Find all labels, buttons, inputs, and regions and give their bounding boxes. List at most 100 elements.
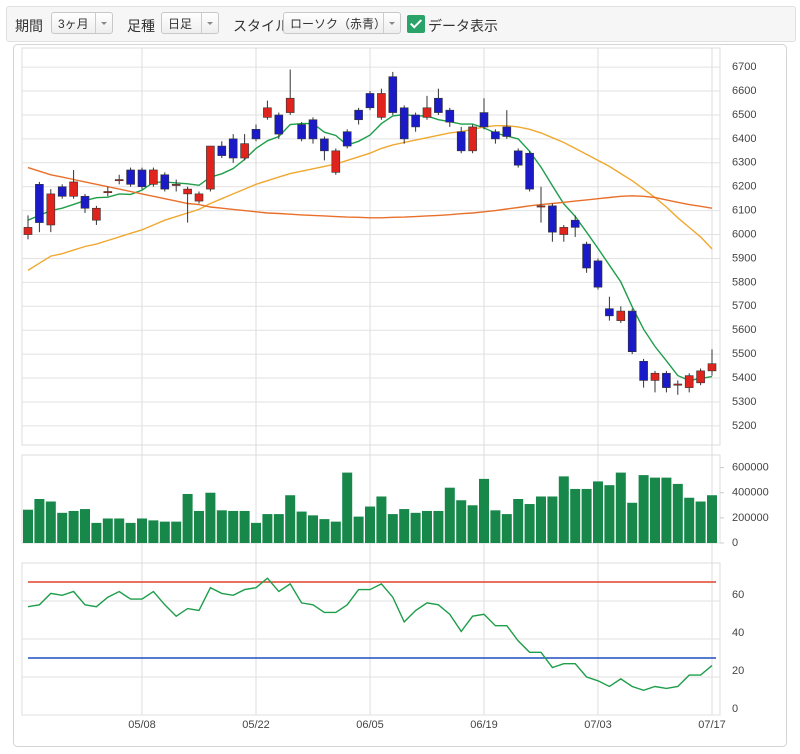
volume-bar xyxy=(239,510,250,543)
x-tick-label: 05/22 xyxy=(242,719,270,731)
candle-body xyxy=(342,131,352,147)
volume-bar xyxy=(467,505,478,543)
y-tick-label: 5800 xyxy=(732,276,756,288)
volume-bar xyxy=(57,512,68,543)
volume-bar xyxy=(376,496,387,543)
candle-body xyxy=(251,129,261,140)
moving-average-line xyxy=(27,125,713,271)
candle-body xyxy=(274,114,284,135)
y-tick-label: 5500 xyxy=(732,348,756,360)
volume-bar xyxy=(456,500,467,543)
candle-body xyxy=(616,310,626,321)
candle-body xyxy=(183,188,192,195)
candle-body xyxy=(627,310,637,353)
candle-body xyxy=(46,193,56,226)
style-label: スタイル xyxy=(233,18,289,34)
candle-body xyxy=(593,260,603,288)
volume-bar xyxy=(433,510,444,543)
moving-average-line xyxy=(27,166,713,219)
y-tick-label: 5200 xyxy=(732,420,756,432)
volume-bar xyxy=(399,509,410,543)
volume-bar xyxy=(80,509,90,543)
candle-body xyxy=(297,124,306,140)
x-tick-label: 07/03 xyxy=(584,719,612,731)
volume-bar xyxy=(490,510,501,543)
rsi-line xyxy=(27,577,713,692)
volume-bar xyxy=(308,515,318,543)
candle-body xyxy=(69,181,78,197)
candle-body xyxy=(707,363,717,372)
candle-body xyxy=(456,131,466,152)
candle-body xyxy=(103,191,113,193)
volume-bar xyxy=(353,516,364,543)
candle-label: 足種 xyxy=(127,18,155,34)
y-tick-label: 5900 xyxy=(732,252,756,264)
volume-bar xyxy=(501,514,512,543)
volume-bar xyxy=(524,504,535,543)
y-tick-label: 200000 xyxy=(732,512,769,524)
y-tick-label: 5600 xyxy=(732,324,756,336)
candle-body xyxy=(684,375,694,388)
candle-body xyxy=(354,109,363,121)
volume-bar xyxy=(273,514,284,543)
x-tick-label: 06/05 xyxy=(356,719,384,731)
y-tick-label: 6100 xyxy=(732,205,756,217)
period-label: 期間 xyxy=(15,18,43,34)
candle-body xyxy=(35,184,44,223)
y-tick-label: 0 xyxy=(732,703,738,715)
period-select[interactable]: 3ヶ月 xyxy=(51,12,113,34)
volume-bar xyxy=(684,497,695,543)
volume-bar xyxy=(285,495,296,543)
volume-bar xyxy=(627,502,638,543)
y-tick-label: 6000 xyxy=(732,228,756,240)
volume-bar xyxy=(479,478,489,543)
volume-bar xyxy=(536,496,546,543)
volume-bar xyxy=(558,476,569,543)
volume-bar xyxy=(45,501,56,543)
volume-bar xyxy=(68,510,79,543)
volume-bar xyxy=(194,510,204,543)
candle-body xyxy=(365,93,375,109)
period-value: 3ヶ月 xyxy=(58,17,89,31)
x-tick-label: 05/08 xyxy=(128,719,156,731)
volume-bar xyxy=(319,519,330,543)
y-tick-label: 20 xyxy=(732,665,744,677)
candle-body xyxy=(308,119,318,140)
volume-bar xyxy=(570,488,581,543)
style-select[interactable]: ローソク（赤青） xyxy=(283,12,401,34)
style-value: ローソク（赤青） xyxy=(290,17,387,31)
data-display-label[interactable]: データ表示 xyxy=(428,18,498,34)
volume-bar xyxy=(171,521,182,543)
volume-bar xyxy=(661,477,672,543)
candle-body xyxy=(388,76,398,113)
volume-bar xyxy=(615,472,626,543)
volume-bar xyxy=(251,522,261,543)
volume-bar xyxy=(34,499,45,543)
volume-bar xyxy=(581,488,592,543)
volume-bar xyxy=(262,514,273,543)
volume-bar xyxy=(593,481,603,543)
volume-bar xyxy=(159,521,170,543)
moving-average-line xyxy=(27,113,713,382)
volume-bar xyxy=(102,518,113,543)
volume-bar xyxy=(422,510,432,543)
toolbar: 期間 3ヶ月 足種 日足 スタイル ローソク（赤青） データ表示 xyxy=(6,6,796,42)
candle-body xyxy=(331,150,341,173)
y-tick-label: 5300 xyxy=(732,396,756,408)
candle-body xyxy=(662,372,671,388)
data-display-checkbox[interactable] xyxy=(407,15,425,33)
volume-bar xyxy=(114,518,125,543)
candle-body xyxy=(206,145,215,190)
volume-bar xyxy=(330,521,341,543)
candle-body xyxy=(228,138,238,159)
candle-body xyxy=(160,174,170,190)
candle-body xyxy=(285,97,295,113)
volume-bar xyxy=(148,520,159,543)
y-tick-label: 6700 xyxy=(732,61,756,73)
candle-select[interactable]: 日足 xyxy=(161,12,219,34)
candle-body xyxy=(171,184,181,186)
volume-bar xyxy=(444,487,455,543)
candle-body xyxy=(570,219,580,228)
candle-body xyxy=(605,308,614,317)
